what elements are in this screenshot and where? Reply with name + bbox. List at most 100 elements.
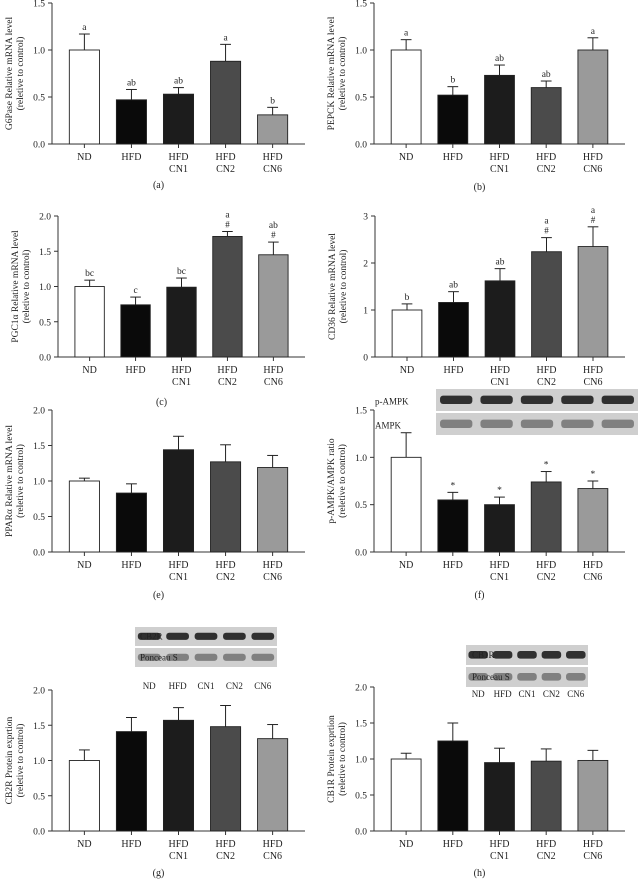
significance-letter: bc xyxy=(85,269,94,279)
bar xyxy=(120,304,151,358)
significance-letter: * xyxy=(497,486,502,496)
blot-band xyxy=(468,651,488,659)
significance-letter: bc xyxy=(177,267,186,277)
bar xyxy=(212,235,243,358)
x-tick-label: HFD xyxy=(168,839,188,850)
x-tick-label: CN6 xyxy=(584,377,603,388)
panel-label: (h) xyxy=(474,868,486,879)
blot-band xyxy=(601,395,634,404)
y-tick-label: 0.0 xyxy=(355,549,367,559)
blot-band xyxy=(137,653,161,661)
y-tick-label: 0 xyxy=(363,354,368,364)
x-tick-label: ND xyxy=(77,560,91,571)
blot-row-label: CB1R xyxy=(472,650,495,660)
hash-mark: # xyxy=(225,220,230,230)
x-tick-label: ND xyxy=(399,560,413,571)
y-axis-label-line: (reletive to control) xyxy=(337,722,348,796)
blot-lane-label: CN6 xyxy=(254,681,272,691)
hash-mark: # xyxy=(591,215,596,225)
bar xyxy=(530,760,562,832)
blot-band xyxy=(194,632,218,640)
bar xyxy=(577,49,609,145)
bar xyxy=(258,254,289,358)
x-tick-label: CN6 xyxy=(263,851,282,862)
x-tick-label: CN6 xyxy=(583,572,602,583)
blot-band xyxy=(561,419,594,428)
y-axis-label-line: p-AMPK/AMPK ratio xyxy=(327,438,337,523)
x-tick-label: ND xyxy=(82,365,96,376)
blot-band xyxy=(251,632,275,640)
significance-letter: b xyxy=(450,76,455,86)
x-tick-label: HFD xyxy=(443,839,463,850)
x-tick-label: HFD xyxy=(536,839,556,850)
panel-label: (a) xyxy=(153,180,164,191)
bar xyxy=(438,302,469,358)
y-axis-label-line: PGC1α Relative mRNA level xyxy=(11,230,21,343)
panel-label: (g) xyxy=(153,868,165,879)
y-tick-label: 1.0 xyxy=(355,756,367,766)
bar xyxy=(257,467,289,553)
y-axis-label-line: CB1R Protein exprtion xyxy=(327,715,337,803)
y-tick-label: 0.5 xyxy=(355,94,367,104)
x-tick-label: HFD xyxy=(536,365,556,376)
significance-letter: * xyxy=(544,461,549,471)
blot-band xyxy=(517,673,537,681)
significance-letter: ab xyxy=(496,258,505,268)
x-tick-label: CN1 xyxy=(169,572,188,583)
bar xyxy=(530,481,562,553)
blot-lane-label: CN6 xyxy=(567,689,585,699)
y-axis-label-line: (reletive to control) xyxy=(21,250,32,324)
x-tick-label: CN1 xyxy=(169,164,188,175)
bar xyxy=(210,461,242,553)
significance-letter: b xyxy=(405,293,410,303)
hash-mark: # xyxy=(271,230,276,240)
y-tick-label: 2.0 xyxy=(33,407,45,417)
blot-band xyxy=(480,419,513,428)
significance-letter: b xyxy=(270,96,275,106)
blot-band xyxy=(166,653,189,661)
blot-lane-label: CN1 xyxy=(518,689,535,699)
x-tick-label: HFD xyxy=(121,152,141,163)
y-tick-label: 2 xyxy=(363,260,368,270)
y-tick-label: 0.5 xyxy=(355,792,367,802)
x-tick-label: HFD xyxy=(217,365,237,376)
bar xyxy=(210,60,242,145)
y-axis-label-line: (reletive to control) xyxy=(338,250,349,324)
x-tick-label: ND xyxy=(399,839,413,850)
blot-band xyxy=(601,419,634,428)
bar xyxy=(577,759,609,832)
panel-h: 0.0 0.5 1.0 1.5 2.0 CB1R Protein exprtion(rel… xyxy=(327,645,625,879)
significance-letter: c xyxy=(133,286,137,296)
x-tick-label: CN2 xyxy=(537,851,556,862)
significance-letter: a xyxy=(591,206,596,216)
x-tick-label: CN6 xyxy=(263,164,282,175)
y-axis-label: p-AMPK/AMPK ratio(reletive to control) xyxy=(327,438,348,523)
bar xyxy=(166,286,197,358)
x-tick-label: HFD xyxy=(583,152,603,163)
significance-letter: a xyxy=(591,27,596,37)
blot-band xyxy=(223,632,246,640)
x-tick-label: ND xyxy=(77,839,91,850)
blot-lane-label: ND xyxy=(472,689,485,699)
panel-b: 0.0 0.5 1.0 1.5 PEPCK Relative mRNA level(re… xyxy=(327,0,625,193)
blot-band xyxy=(520,419,554,428)
bar xyxy=(437,740,469,832)
bar xyxy=(484,74,515,145)
bar xyxy=(484,504,515,553)
y-tick-label: 2.0 xyxy=(39,213,51,223)
y-axis-label-line: (reletive to control) xyxy=(15,37,26,111)
y-tick-label: 1.5 xyxy=(355,720,367,730)
bar xyxy=(210,726,242,832)
blot-band xyxy=(440,395,473,404)
y-tick-label: 1 xyxy=(363,307,368,317)
panel-f: 0.0 0.5 1.0 1.5 p-AMPK/AMPK ratio(reletive t… xyxy=(327,389,638,601)
y-axis-label: PEPCK Relative mRNA level(reletive to co… xyxy=(327,16,348,130)
blot-band xyxy=(492,673,513,681)
x-tick-label: HFD xyxy=(583,365,603,376)
x-tick-label: CN2 xyxy=(537,572,556,583)
x-tick-label: HFD xyxy=(216,560,236,571)
x-tick-label: HFD xyxy=(263,365,283,376)
blot-row-label: p-AMPK xyxy=(375,397,409,407)
y-tick-label: 1.5 xyxy=(355,0,367,10)
